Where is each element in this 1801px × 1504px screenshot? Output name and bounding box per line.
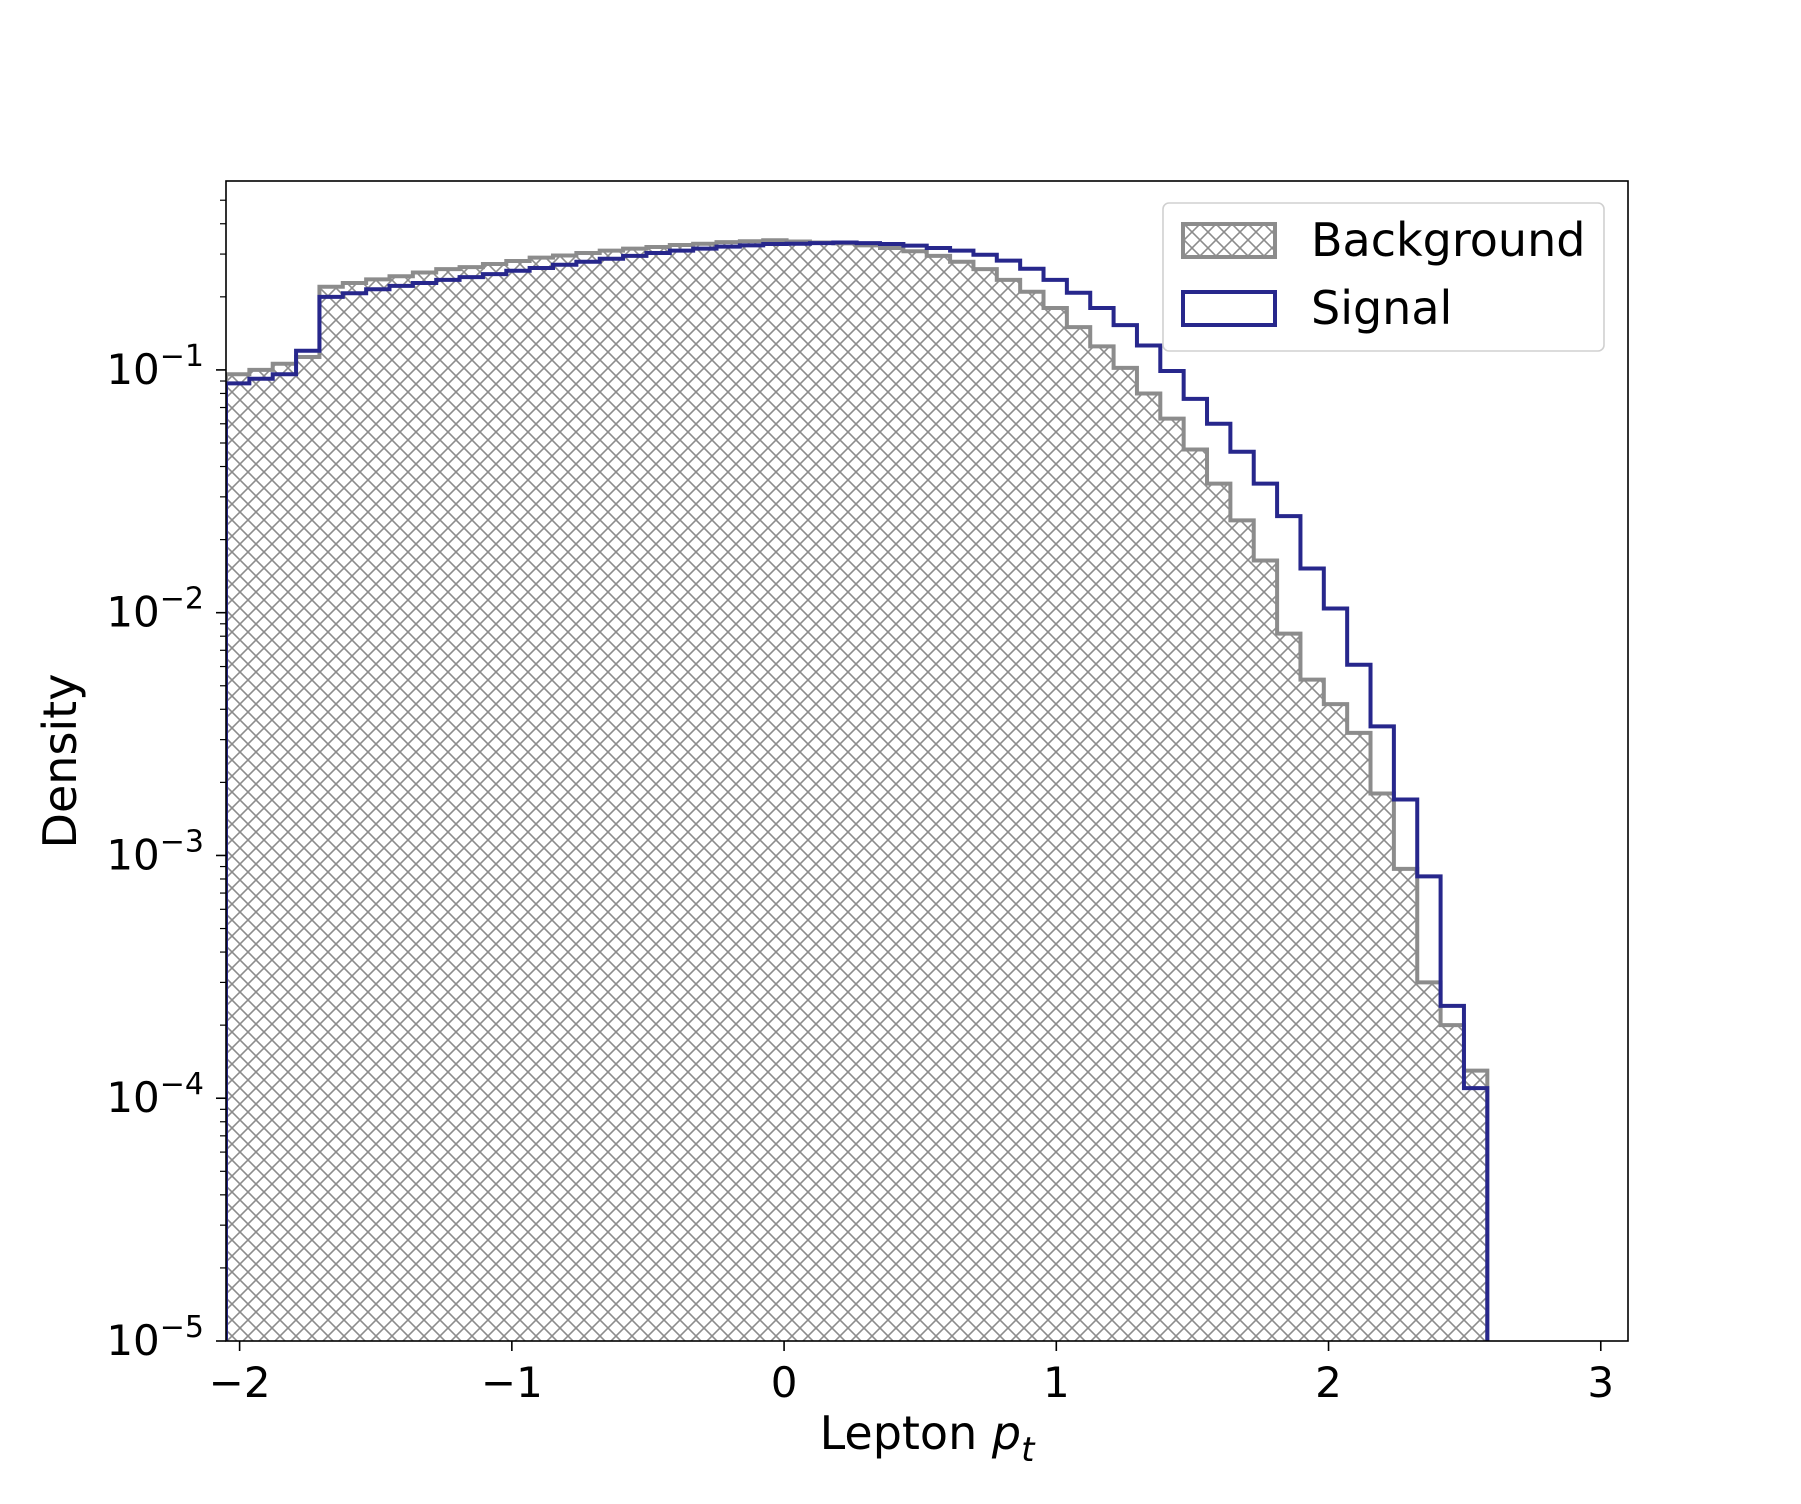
y-tick-label: 10−1 [106, 339, 204, 394]
x-tick-label: −2 [209, 1358, 271, 1407]
x-tick-label: −1 [481, 1358, 543, 1407]
x-tick-label: 1 [1043, 1358, 1070, 1407]
x-axis-label: Lepton pt [820, 1406, 1036, 1470]
legend-label-background: Background [1311, 213, 1585, 267]
series-signal [226, 240, 1490, 1341]
series-fill-background [226, 240, 1488, 1341]
plot-area [226, 238, 1490, 1341]
series-background [226, 238, 1490, 1341]
legend-label-signal: Signal [1311, 281, 1452, 335]
x-tick-label: 3 [1587, 1358, 1614, 1407]
legend-swatch-background [1181, 222, 1277, 259]
y-tick-label: 10−3 [106, 824, 204, 879]
x-tick-label: 0 [771, 1358, 798, 1407]
x-tick-label: 2 [1315, 1358, 1342, 1407]
y-tick-label: 10−2 [106, 582, 204, 637]
axes-frame [225, 180, 1629, 1342]
x-axis: −2 −1 0 1 2 3 [209, 1341, 1614, 1407]
y-axis: 10−5 10−4 10−3 10−2 10−1 [106, 199, 226, 1365]
y-tick-label: 10−5 [106, 1310, 204, 1365]
legend: Background Signal [1162, 202, 1605, 352]
legend-swatch-signal [1181, 290, 1277, 327]
y-tick-label: 10−4 [106, 1067, 204, 1122]
series-line-signal [226, 240, 1490, 1341]
y-axis-label: Density [33, 674, 87, 849]
